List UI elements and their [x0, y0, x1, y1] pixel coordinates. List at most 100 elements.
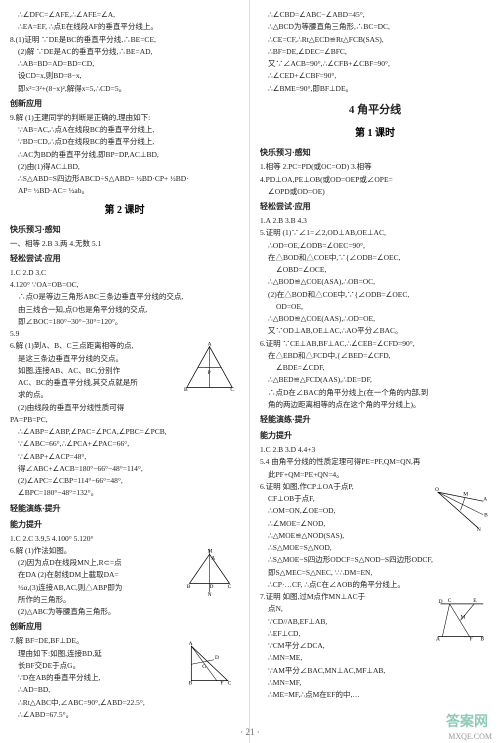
svg-text:B: B — [187, 584, 191, 590]
text-line: 1.C 2.B 3.D 4.4+3 — [260, 444, 490, 455]
text-line: ∴S△MOE=S△NOD, — [260, 542, 490, 553]
text-line: ∴△BOD≌△COE(AAS),∴OD=OE, — [260, 313, 490, 324]
text-line: ∴OD=OE,∠ODB=∠OEC=90°, — [260, 240, 490, 251]
text-line: (2)∠APC=∠CBP=114°−66°=48°, — [10, 475, 239, 486]
text-line: 即x²=3²+(8−x)²,解得x=5,∴CD=5。 — [10, 83, 239, 94]
svg-text:B: B — [481, 636, 485, 642]
text-line: ∴点O是等边三角形ABC三条边垂直平分线的交点, — [10, 291, 239, 302]
text-line: 一、相等 2.B 3.两 4.无数 5.1 — [10, 238, 239, 249]
text-line: OD=OE, — [260, 301, 490, 312]
text-line: ∴BF=DE,∠DEC=∠BFC, — [260, 46, 490, 57]
text-line: ∴CE=CF,∴Rt△ECD≌Rt△FCB(SAS), — [260, 34, 490, 45]
svg-text:C: C — [228, 681, 232, 687]
svg-text:A: A — [208, 342, 212, 348]
text-line: 又∵OD⊥AB,OE⊥AC,∴AO平分∠BAC。 — [260, 325, 490, 336]
svg-text:A: A — [436, 636, 440, 642]
text-line: ∴CP·…CF, ∴点C在∠AOB的角平分线上。 — [260, 579, 490, 590]
chapter-title: 4 角平分线 — [260, 102, 490, 119]
text-line: ∠OBD=∠OCE, — [260, 264, 490, 275]
svg-text:N: N — [208, 592, 212, 597]
section-header: 轻能演练·提升 — [260, 414, 490, 426]
text-line: 5.9 — [10, 328, 239, 339]
text-line: ∴Rt△ABC中,∠ABC=90°,∠ABD=22.5°, — [10, 697, 239, 708]
section-header: 能力提升 — [10, 519, 239, 531]
section-header: 轻能演练·提升 — [10, 503, 239, 515]
svg-text:G: G — [202, 664, 206, 670]
text-line: ∵AB=AC,∴点A在线段BC的垂直平分线上, — [10, 124, 239, 135]
text-line: ∠BDE=∠CDF, — [260, 362, 490, 373]
page: ∴∠DFC=∠AFE,∴∠AFE=∠A, ∴EA=EF, ∴点E在线段AF的垂直… — [0, 0, 500, 743]
text-line: 又∵∠ACB=90°,∴∠CFB+∠CBF=90°, — [260, 58, 490, 69]
text-line: 5.4 由角平分线的性质定理可得PE=PF,QM=QN,再 — [260, 456, 490, 467]
text-line: AP= ½BD·AC= ½ab。 — [10, 185, 239, 196]
right-column: ∴∠CBD=∠ABC−∠ABD=45°, ∴△BCD为等腰直角三角形,∴BC=D… — [250, 0, 500, 743]
text-line: ∴ME=MF,∴点M在EF的中,… — [260, 689, 490, 700]
text-line: ∴∠DFC=∠AFE,∴∠AFE=∠A, — [10, 9, 239, 20]
svg-text:C: C — [230, 387, 234, 392]
text-line: ∴EA=EF, ∴点E在线段AF的垂直平分线上。 — [10, 21, 239, 32]
text-line: 即S△MEC=S△NEC, ∵∴DM=EN, — [260, 567, 490, 578]
text-line: ∴AC为BD的垂直平分线,即BP=DP,AC⊥BD, — [10, 149, 239, 160]
text-line: 即∠BOC=180°−30°−30°=120°。 — [10, 316, 239, 327]
text-line: ∴MN=MF, — [260, 677, 490, 688]
svg-text:F: F — [220, 681, 223, 687]
text-line: ∴△BOD≌△COE(ASA),∴OB=OC, — [260, 276, 490, 287]
svg-text:A: A — [211, 555, 215, 561]
text-line: 由三线合一知,点O也是角平分线的交点, — [10, 304, 239, 315]
text-line: ∴△BED≌△FCD(AAS),∴DE=DF, — [260, 374, 490, 385]
svg-text:D: D — [439, 599, 443, 605]
text-line: ∴∠BME=90°,即BF⊥DE。 — [260, 83, 490, 94]
text-line: (2)△ABC为等腰直角三角形。 — [10, 606, 239, 617]
text-line: ∵AM平分∠BAC,MN⊥AC,MF⊥AB, — [260, 665, 490, 676]
geometry-figure-5: DCEMAFB — [433, 593, 488, 643]
svg-text:N: N — [477, 527, 481, 533]
svg-text:M: M — [463, 491, 468, 497]
svg-text:F: F — [470, 636, 473, 642]
text-line: ∴S△ABD=S四边形ABCD÷S△ABD= ½BD·CP+ ½BD· — [10, 173, 239, 184]
text-line: ∴△BCD为等腰直角三角形,∴BC=DC, — [260, 21, 490, 32]
svg-text:D: D — [210, 584, 214, 590]
text-line: 4.120° ∵OA=OB=OC, — [10, 279, 239, 290]
svg-text:C: C — [448, 598, 452, 604]
section-title: 第 1 课时 — [260, 126, 490, 141]
text-line: 1.相等 2.PC=PD(或OC=OD) 3.相等 — [260, 161, 490, 172]
svg-text:P: P — [208, 370, 211, 376]
svg-text:B: B — [484, 512, 488, 518]
page-number: · 21 · — [0, 727, 500, 737]
section-header: 快乐预习·感知 — [260, 147, 490, 159]
text-line: ∠OPD或OD=OE) — [260, 186, 490, 197]
watermark: 答案网 — [446, 711, 488, 731]
text-line: (2)由(1)得AC⊥BD, — [10, 161, 239, 172]
text-line: 设CD=x,则BD=8−x, — [10, 70, 239, 81]
text-line: ∴∠ABP=∠ABP,∠PAC=∠PCA,∠PBC=∠PCB, — [10, 426, 239, 437]
text-line: ∴∠CBD=∠ABC−∠ABD=45°, — [260, 9, 490, 20]
geometry-figure-4: OAMNB — [433, 483, 488, 533]
section-header: 能力提升 — [260, 430, 490, 442]
text-line: 5.证明 (1)∵∠1=∠2,OD⊥AB,OE⊥AC, — [260, 227, 490, 238]
svg-text:B: B — [189, 681, 193, 687]
section-title: 第 2 课时 — [10, 203, 239, 218]
section-header: 轻松尝试·应用 — [10, 253, 239, 265]
text-line: 4.PD⊥OA,PE⊥OB(或OD=OEP或∠OPE= — [260, 174, 490, 185]
text-line: 角的两边距离相等的点在这个角的平分线上)。 — [260, 399, 490, 410]
left-column: ∴∠DFC=∠AFE,∴∠AFE=∠A, ∴EA=EF, ∴点E在线段AF的垂直… — [0, 0, 250, 743]
text-line: 9.解 (1)王建同学的判断是正确的,理由如下: — [10, 112, 239, 123]
text-line: PA=PB=PC, — [10, 414, 239, 425]
svg-text:D: D — [215, 655, 219, 661]
geometry-figure-3: ADBFCG — [182, 637, 237, 687]
text-line: 得∠ABC+∠ACB=180°−66°−48°=114°, — [10, 463, 239, 474]
text-line: 6.证明 ∵CE⊥AB,BF⊥AC,∴∠CEB=∠CFD=90°, — [260, 338, 490, 349]
text-line: (2)解 ∵DE是AC的垂直平分线,∴BE=AD, — [10, 46, 239, 57]
text-line: ∴∠ABD=67.5°。 — [10, 709, 239, 720]
text-line: ∴∠CED+∠CBF=90°, — [260, 70, 490, 81]
svg-text:C: C — [228, 584, 232, 590]
geometry-figure-1: ABCP — [182, 342, 237, 392]
text-line: 1.A 2.B 3.B 4.3 — [260, 215, 490, 226]
text-line: ∠BPC=180°−48°=132°。 — [10, 487, 239, 498]
text-line: ∴点D在∠BAC的角平分线上(在一个角的内部,到 — [260, 387, 490, 398]
section-header: 轻松尝试·应用 — [260, 201, 490, 213]
svg-text:O: O — [435, 487, 439, 493]
text-line: 1.C 2.D 3.C — [10, 267, 239, 278]
text-line: (2)在△BOD和△COE中,∵{∠ODB=∠OEC, — [260, 289, 490, 300]
text-line: ∴AB=BD=AD=BD=CD, — [10, 58, 239, 69]
